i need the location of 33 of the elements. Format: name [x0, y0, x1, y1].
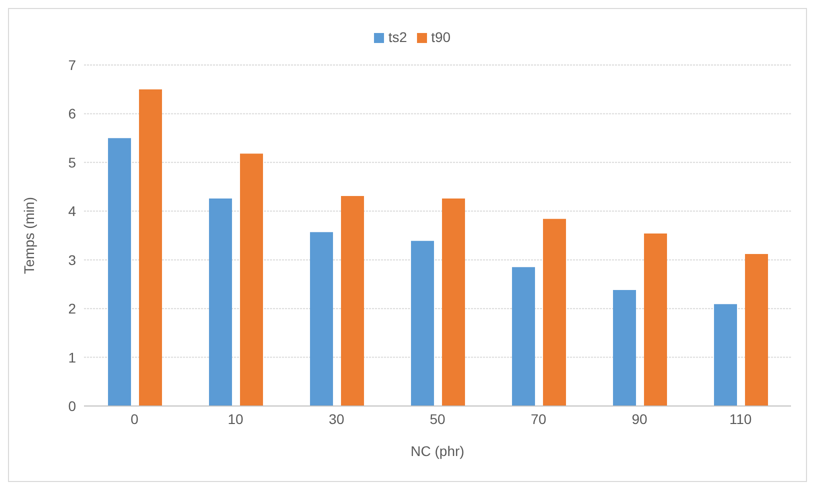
bar — [139, 89, 162, 406]
bar — [745, 254, 768, 406]
bar — [512, 267, 535, 406]
bar — [543, 218, 566, 406]
x-tick-label: 90 — [632, 410, 648, 427]
x-tick-label: 50 — [430, 410, 446, 427]
y-tick-label: 3 — [68, 252, 76, 268]
bar — [644, 234, 667, 406]
x-tick-label: 70 — [530, 410, 546, 427]
y-tick-label: 0 — [68, 398, 76, 414]
x-tick-label: 30 — [328, 410, 344, 427]
x-tick-label: 110 — [729, 410, 752, 427]
x-tick-label: 0 — [130, 410, 139, 427]
legend-label: t90 — [431, 29, 451, 45]
bar — [240, 154, 263, 406]
bar — [411, 240, 434, 406]
y-tick-label: 7 — [68, 56, 76, 73]
bar — [209, 198, 232, 406]
y-tick-label: 2 — [68, 300, 76, 317]
bar — [442, 198, 465, 406]
bar — [714, 304, 737, 406]
y-tick-label: 5 — [68, 154, 76, 170]
bar — [613, 290, 636, 406]
x-axis-title: NC (phr) — [410, 443, 464, 459]
y-tick-label: 6 — [68, 106, 76, 122]
legend-label: ts2 — [388, 29, 408, 45]
x-tick-label: 10 — [228, 410, 244, 427]
bar — [310, 232, 333, 406]
y-tick-label: 4 — [68, 203, 76, 220]
y-tick-label: 1 — [68, 349, 76, 366]
bar — [108, 138, 131, 406]
bar — [341, 196, 364, 406]
y-axis-title: Temps (min) — [20, 196, 37, 274]
